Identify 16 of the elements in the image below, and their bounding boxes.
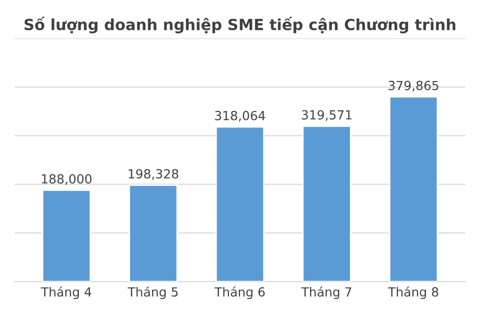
bar <box>42 189 92 282</box>
chart-title: Số lượng doanh nghiệp SME tiếp cận Chương trình <box>24 16 456 34</box>
x-tick-label: Tháng 4 <box>40 286 92 300</box>
data-label: 188,000 <box>42 174 92 185</box>
bar <box>215 126 265 282</box>
data-label: 198,328 <box>128 169 178 180</box>
x-tick-label: Tháng 7 <box>301 286 352 300</box>
x-tick-label: Tháng 8 <box>388 286 438 300</box>
data-label: 318,064 <box>215 110 266 122</box>
x-tick-label: Tháng 6 <box>214 286 265 300</box>
bar <box>302 125 352 282</box>
data-label: 379,865 <box>388 80 438 92</box>
data-label: 319,571 <box>302 110 352 121</box>
x-tick-label: Tháng 5 <box>128 286 178 300</box>
bar <box>128 184 178 282</box>
bar <box>388 96 438 282</box>
